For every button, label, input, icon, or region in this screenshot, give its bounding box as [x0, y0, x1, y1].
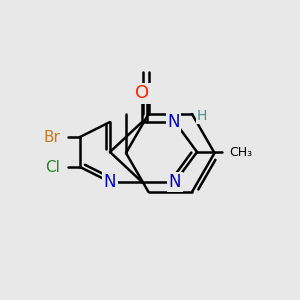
Text: CH₃: CH₃ [230, 146, 253, 158]
Text: Br: Br [43, 130, 60, 145]
Text: N: N [104, 173, 116, 191]
Text: N: N [169, 173, 181, 191]
Text: Cl: Cl [45, 160, 60, 175]
Text: H: H [197, 109, 207, 123]
Text: O: O [135, 85, 149, 103]
Text: N: N [167, 113, 180, 131]
